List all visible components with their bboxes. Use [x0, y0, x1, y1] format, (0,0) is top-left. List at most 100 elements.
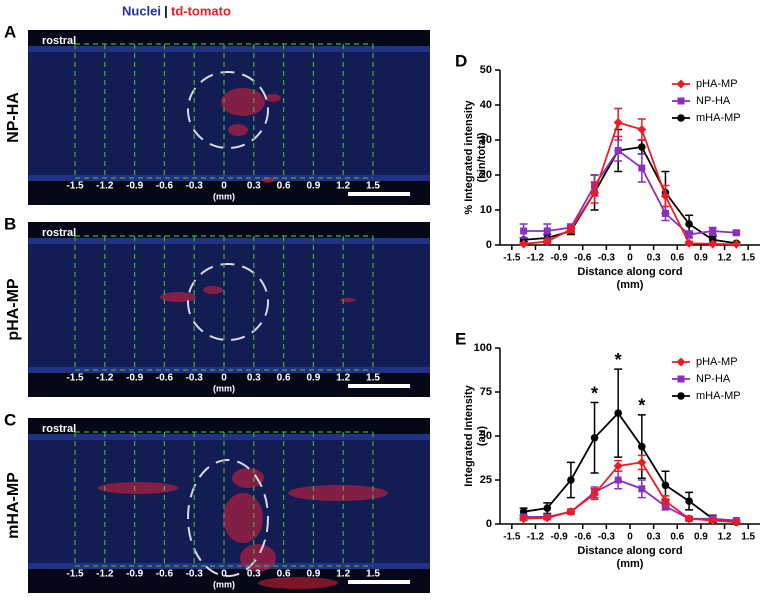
panel-letter: A [4, 22, 16, 41]
panel-label: pHA-MP [5, 278, 22, 341]
tdtomato-signal [221, 88, 265, 116]
corner-label: rostral [42, 227, 76, 239]
legend-marker [677, 392, 685, 400]
legend-label: mHA-MP [696, 112, 741, 124]
tick-label: -0.3 [186, 181, 204, 192]
marker [590, 433, 599, 442]
tick-label: 1.5 [366, 569, 380, 580]
x-tick-label: 0.9 [694, 253, 708, 264]
legend-label: pHA-MP [696, 78, 738, 90]
legend-label: NP-HA [696, 95, 731, 107]
y-tick-label: 0 [486, 239, 492, 251]
marker [542, 513, 552, 523]
tissue [28, 46, 430, 181]
tick-label: -1.2 [96, 181, 114, 192]
marker [614, 476, 622, 484]
series-line [523, 411, 737, 524]
y-tick-label: 40 [480, 99, 492, 111]
tdtomato-signal [228, 124, 248, 136]
tdtomato-signal [223, 493, 263, 543]
tissue-edge [28, 238, 430, 244]
tick-label: -1.5 [66, 181, 84, 192]
x-axis-label: Distance along cord [577, 266, 682, 278]
tick-label: 0 [221, 181, 227, 192]
tick-label: -1.5 [66, 373, 84, 384]
x-tick-label: -0.6 [574, 532, 592, 543]
panel-letter: B [4, 214, 16, 233]
x-tick-label: 0 [627, 532, 633, 543]
marker [566, 224, 576, 234]
tick-label: 0.9 [306, 181, 320, 192]
tick-label: 0 [221, 373, 227, 384]
legend-marker [677, 114, 685, 122]
marker [519, 239, 529, 249]
tdtomato-signal [98, 482, 178, 494]
tick-label: 1.2 [336, 181, 350, 192]
unit-label: (mm) [213, 383, 235, 393]
marker [638, 485, 646, 493]
marker [709, 227, 717, 235]
tick-label: -1.2 [96, 373, 114, 384]
marker [519, 514, 529, 524]
tick-label: -0.3 [186, 569, 204, 580]
tick-label: -0.9 [126, 181, 144, 192]
tick-label: 0.3 [247, 569, 261, 580]
tick-label: -1.2 [96, 569, 114, 580]
y-axis-label: (au) [476, 426, 488, 447]
marker [684, 514, 694, 524]
tick-label: -0.9 [126, 373, 144, 384]
tick-label: 1.5 [366, 373, 380, 384]
legend-label: NP-HA [696, 373, 731, 385]
marker [685, 231, 693, 238]
y-tick-label: 100 [474, 342, 492, 354]
tdtomato-signal [340, 298, 356, 302]
tick-label: -0.3 [186, 373, 204, 384]
corner-label: rostral [42, 35, 76, 47]
tdtomato-signal [232, 468, 264, 488]
x-tick-label: -0.9 [550, 532, 568, 543]
legend-label: pHA-MP [696, 356, 738, 368]
marker [708, 239, 718, 249]
tick-label: 0.6 [277, 181, 291, 192]
legend-nuclei: Nuclei [122, 3, 161, 18]
marker [590, 188, 600, 197]
unit-label: (mm) [213, 191, 235, 201]
x-tick-label: -1.5 [503, 253, 521, 264]
significance-mark: * [615, 350, 622, 370]
x-tick-label: 1.2 [718, 253, 732, 264]
marker [614, 409, 622, 417]
y-tick-label: 30 [480, 134, 492, 146]
tick-label: 0.9 [306, 373, 320, 384]
series-line [523, 121, 737, 246]
x-tick-label: -1.5 [503, 532, 521, 543]
tissue [28, 238, 430, 373]
tick-label: 0.9 [306, 569, 320, 580]
legend-tdtomato: td-tomato [171, 3, 231, 18]
y-axis-label: (bin/total) [476, 132, 488, 182]
tdtomato-signal [203, 286, 223, 294]
panel-letter: E [455, 329, 466, 348]
series-line [523, 146, 737, 245]
marker [613, 461, 623, 471]
tick-label: -0.9 [126, 569, 144, 580]
series-line [523, 479, 737, 522]
x-axis-label: (mm) [617, 279, 644, 291]
significance-mark: * [638, 396, 645, 416]
x-tick-label: -0.9 [550, 253, 568, 264]
scale-bar [348, 580, 410, 584]
significance-mark: * [591, 383, 598, 403]
y-tick-label: 75 [480, 386, 492, 398]
marker [567, 476, 575, 484]
marker [637, 457, 647, 467]
tdtomato-signal [258, 577, 338, 589]
x-tick-label: -1.2 [527, 532, 545, 543]
marker [520, 227, 528, 235]
lesion-outline [187, 459, 269, 577]
marker [731, 517, 741, 527]
marker [638, 442, 646, 451]
y-axis-label: % Integrated intensity [463, 99, 475, 214]
legend-separator: | [164, 3, 168, 18]
x-tick-label: 0.6 [670, 253, 684, 264]
